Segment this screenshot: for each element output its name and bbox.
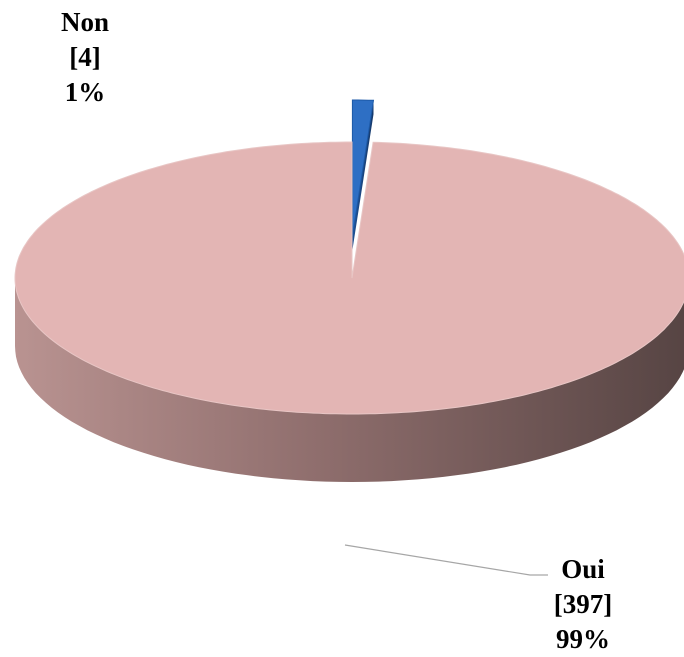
- percent-label: 1%: [65, 77, 106, 107]
- leader-line: [344, 544, 548, 576]
- value-label: [4]: [69, 42, 100, 72]
- slice-side: [15, 278, 684, 482]
- slice: [14, 141, 684, 415]
- category-label: Non: [61, 7, 109, 37]
- percent-label: 99%: [556, 624, 610, 654]
- category-label: Oui: [561, 554, 605, 584]
- value-label: [397]: [554, 589, 612, 619]
- slice: [351, 99, 375, 237]
- slice-side: [352, 100, 374, 250]
